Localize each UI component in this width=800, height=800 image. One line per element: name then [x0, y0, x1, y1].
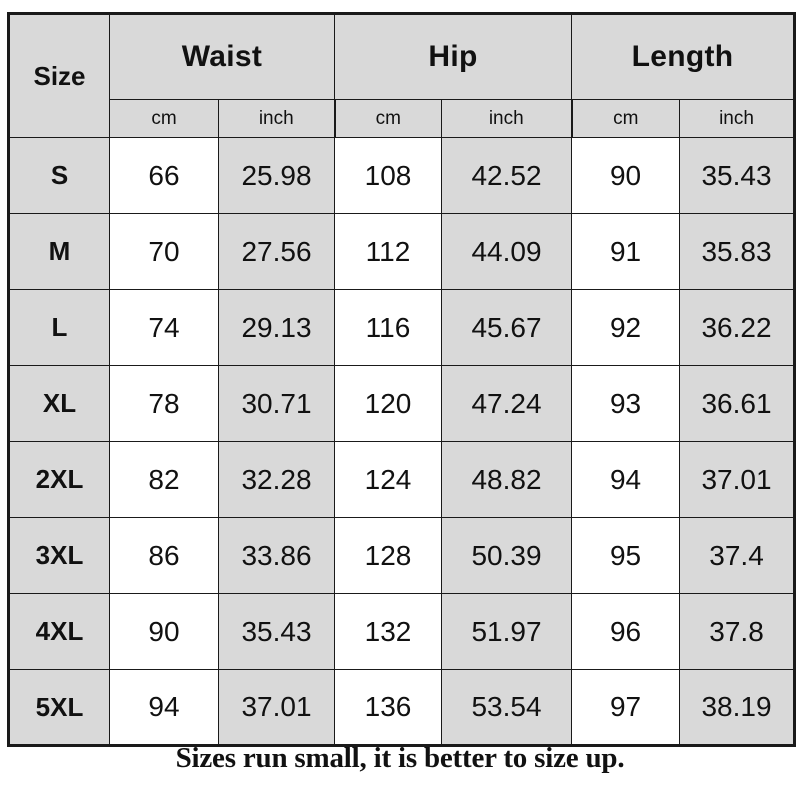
column-group-header-hip: Hip	[333, 13, 573, 100]
cell-hip-inch: 48.82	[440, 441, 573, 518]
cell-length-cm: 95	[571, 517, 681, 594]
size-chart-container: Size Waist Hip Length cm inch cm inch cm…	[7, 12, 797, 747]
cell-waist-inch: 25.98	[218, 137, 335, 214]
cell-length-inch: 36.22	[679, 289, 796, 366]
cell-waist-cm: 74	[109, 289, 219, 366]
row-header-size: 2XL	[8, 441, 110, 518]
table-row: M 70 27.56 112 44.09 91 35.83	[8, 213, 796, 290]
cell-waist-inch: 29.13	[218, 289, 335, 366]
column-header-size: Size	[8, 13, 110, 138]
table-row: 5XL 94 37.01 136 53.54 97 38.19	[8, 669, 796, 746]
row-header-size: XL	[8, 365, 110, 442]
cell-waist-cm: 78	[109, 365, 219, 442]
row-header-size: 4XL	[8, 593, 110, 670]
unit-header-hip-inch: inch	[440, 99, 573, 138]
cell-waist-cm: 90	[109, 593, 219, 670]
cell-length-cm: 93	[571, 365, 681, 442]
cell-length-inch: 35.83	[679, 213, 796, 290]
cell-hip-inch: 44.09	[440, 213, 573, 290]
cell-waist-inch: 37.01	[218, 669, 335, 746]
column-group-header-waist: Waist	[109, 13, 335, 100]
cell-length-cm: 97	[571, 669, 681, 746]
cell-hip-inch: 42.52	[440, 137, 573, 214]
cell-length-inch: 36.61	[679, 365, 796, 442]
table-row: L 74 29.13 116 45.67 92 36.22	[8, 289, 796, 366]
cell-hip-cm: 128	[334, 517, 442, 594]
cell-length-inch: 38.19	[679, 669, 796, 746]
table-row: 4XL 90 35.43 132 51.97 96 37.8	[8, 593, 796, 670]
cell-waist-inch: 35.43	[218, 593, 335, 670]
cell-waist-inch: 33.86	[218, 517, 335, 594]
table-row: XL 78 30.71 120 47.24 93 36.61	[8, 365, 796, 442]
cell-hip-inch: 47.24	[440, 365, 573, 442]
cell-length-cm: 92	[571, 289, 681, 366]
cell-hip-inch: 53.54	[440, 669, 573, 746]
cell-length-inch: 37.01	[679, 441, 796, 518]
cell-length-cm: 90	[571, 137, 681, 214]
cell-length-inch: 37.4	[679, 517, 796, 594]
column-group-header-length: Length	[571, 13, 796, 100]
header-unit-row: cm inch cm inch cm inch	[9, 99, 796, 138]
unit-header-length-inch: inch	[679, 99, 796, 138]
row-header-size: L	[8, 289, 110, 366]
cell-waist-inch: 30.71	[218, 365, 335, 442]
unit-header-waist-inch: inch	[218, 99, 336, 138]
cell-length-cm: 96	[571, 593, 681, 670]
cell-length-cm: 91	[571, 213, 681, 290]
cell-hip-cm: 136	[334, 669, 442, 746]
cell-waist-cm: 70	[109, 213, 219, 290]
cell-length-cm: 94	[571, 441, 681, 518]
cell-hip-cm: 132	[334, 593, 442, 670]
cell-length-inch: 37.8	[679, 593, 796, 670]
row-header-size: S	[8, 137, 110, 214]
cell-hip-cm: 112	[334, 213, 442, 290]
cell-hip-cm: 124	[334, 441, 442, 518]
cell-length-inch: 35.43	[679, 137, 796, 214]
cell-hip-inch: 45.67	[440, 289, 573, 366]
row-header-size: M	[8, 213, 110, 290]
row-header-size: 3XL	[8, 517, 110, 594]
cell-waist-inch: 27.56	[218, 213, 335, 290]
table-header: Size Waist Hip Length cm inch cm inch cm…	[8, 13, 796, 138]
table-row: 2XL 82 32.28 124 48.82 94 37.01	[8, 441, 796, 518]
table-row: 3XL 86 33.86 128 50.39 95 37.4	[8, 517, 796, 594]
header-group-row: Size Waist Hip Length	[8, 13, 796, 138]
cell-hip-inch: 50.39	[440, 517, 573, 594]
unit-header-waist-cm: cm	[109, 99, 219, 138]
table-body: S 66 25.98 108 42.52 90 35.43 M 70 27.56 112 44.09 9…	[8, 137, 796, 746]
unit-header-hip-cm: cm	[334, 99, 442, 138]
cell-waist-cm: 86	[109, 517, 219, 594]
cell-hip-cm: 108	[334, 137, 442, 214]
cell-hip-cm: 120	[334, 365, 442, 442]
size-chart-table: Size Waist Hip Length cm inch cm inch cm…	[7, 12, 797, 747]
size-note: Sizes run small, it is better to size up…	[175, 742, 625, 774]
cell-hip-inch: 51.97	[440, 593, 573, 670]
cell-waist-cm: 66	[109, 137, 219, 214]
cell-waist-cm: 82	[109, 441, 219, 518]
cell-waist-inch: 32.28	[218, 441, 335, 518]
row-header-size: 5XL	[8, 669, 110, 746]
table-row: S 66 25.98 108 42.52 90 35.43	[8, 137, 796, 214]
unit-header-length-cm: cm	[571, 99, 681, 138]
cell-hip-cm: 116	[334, 289, 442, 366]
cell-waist-cm: 94	[109, 669, 219, 746]
